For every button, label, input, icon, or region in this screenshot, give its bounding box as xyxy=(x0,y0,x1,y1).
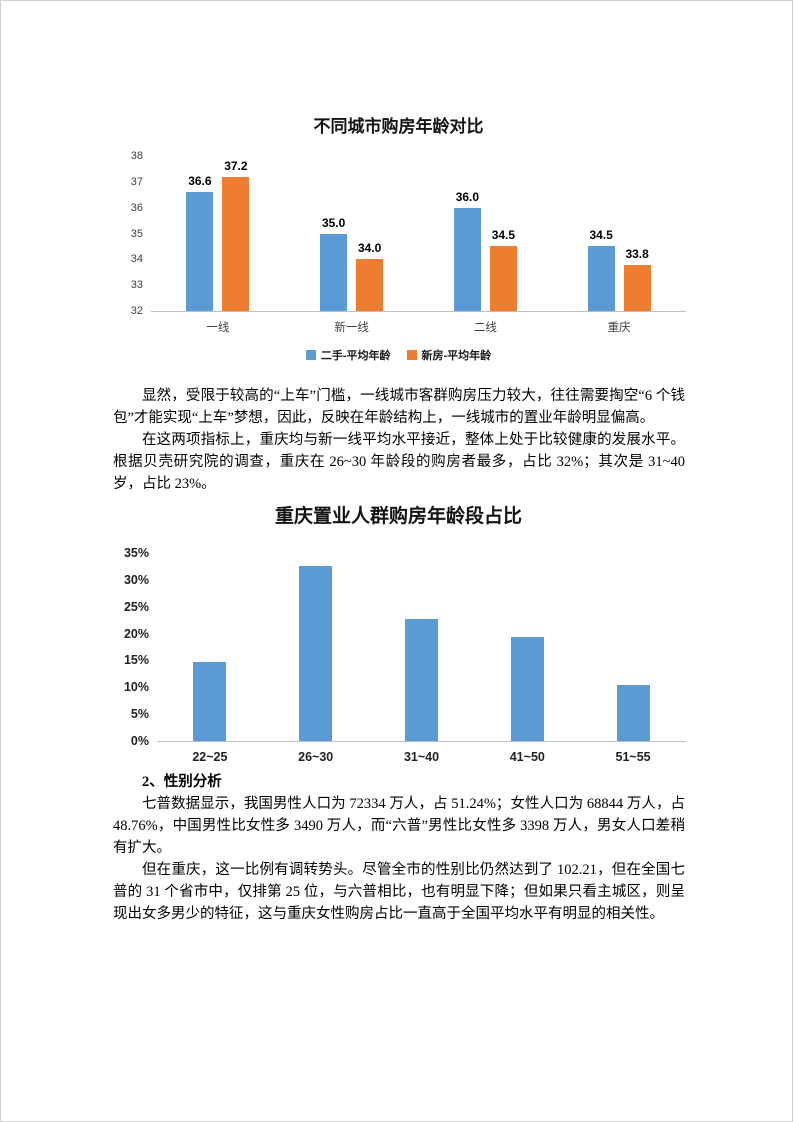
y-axis-tick: 30% xyxy=(123,572,149,587)
y-axis-tick: 35 xyxy=(130,227,143,240)
bar-value-label: 35.0 xyxy=(321,215,346,230)
chart-legend: 二手-平均年龄 新房-平均年龄 xyxy=(111,347,686,363)
x-axis: 一线 新一线 二线 重庆 xyxy=(151,312,686,335)
chart-plot-area: 38 37 36 35 34 33 32 36.6 37.2 35.0 34.0 36.0 34.5 3… xyxy=(111,150,686,317)
bar-新房-平均年龄: 37.2 xyxy=(222,159,250,311)
x-axis-label: 一线 xyxy=(206,322,230,334)
y-axis-tick: 37 xyxy=(130,175,143,188)
bar-二手-平均年龄: 35.0 xyxy=(320,216,348,311)
bar-value-label: 33.8 xyxy=(625,246,649,261)
y-axis-tick: 10% xyxy=(123,680,149,695)
legend-label: 二手-平均年龄 xyxy=(320,350,391,362)
bar-group-31~40 xyxy=(369,554,475,741)
bar-31~40 xyxy=(404,618,438,741)
x-axis-label: 31~40 xyxy=(403,750,440,764)
paragraph-first-tier-pressure: 显然，受限于较高的“上车”门槛，一线城市客群购房压力较大，往往需要掏空“6 个钱… xyxy=(113,388,685,426)
bar-group-22~25 xyxy=(157,554,263,741)
y-axis-tick: 5% xyxy=(130,707,149,722)
bar-value-label: 34.0 xyxy=(357,241,382,256)
x-axis-label: 新一线 xyxy=(334,322,369,334)
section-heading-gender-analysis: 2、性别分析 xyxy=(142,774,222,790)
bar-22~25 xyxy=(193,661,227,741)
plot xyxy=(157,554,686,742)
bar-group-一线: 36.6 37.2 xyxy=(151,157,285,311)
y-axis-tick: 38 xyxy=(130,150,143,162)
y-axis-tick: 32 xyxy=(130,305,143,317)
bar-二手-平均年龄: 36.0 xyxy=(453,190,481,311)
bar-value-label: 34.5 xyxy=(491,228,516,243)
bar-value-label: 36.0 xyxy=(455,189,480,204)
legend-item: 二手-平均年龄 xyxy=(305,347,391,363)
bar-group-新一线: 35.0 34.0 xyxy=(285,157,419,311)
chart-title: 不同城市购房年龄对比 xyxy=(313,117,484,136)
y-axis: 35% 30% 25% 20% 15% 10% 5% 0% xyxy=(111,546,157,748)
plot: 36.6 37.2 35.0 34.0 36.0 34.5 34.5 33.8 xyxy=(151,157,686,312)
x-axis-label: 二线 xyxy=(473,322,497,334)
chart-title: 重庆置业人群购房年龄段占比 xyxy=(274,506,522,527)
y-axis-tick: 0% xyxy=(130,734,149,748)
legend-swatch xyxy=(305,350,316,360)
y-axis-tick: 33 xyxy=(130,279,143,292)
bar-group-26~30 xyxy=(263,554,369,741)
body-text-block-1: 显然，受限于较高的“上车”门槛，一线城市客群购房压力较大，往往需要掏空“6 个钱… xyxy=(113,385,685,495)
bar-group-二线: 36.0 34.5 xyxy=(419,157,553,311)
x-axis-label: 26~30 xyxy=(298,750,334,764)
bar-value-label: 36.6 xyxy=(188,174,212,189)
bar-value-label: 37.2 xyxy=(224,158,248,173)
x-axis-label: 重庆 xyxy=(607,322,631,334)
y-axis-tick: 25% xyxy=(123,599,149,614)
x-axis: 22~25 26~30 31~40 41~50 51~55 xyxy=(157,742,686,764)
x-axis-label: 51~55 xyxy=(615,750,651,764)
y-axis: 38 37 36 35 34 33 32 xyxy=(111,150,151,317)
body-text-block-2: 2、性别分析 七普数据显示，我国男性人口为 72334 万人，占 51.24%；… xyxy=(113,771,685,925)
bar-group-41~50 xyxy=(474,554,580,741)
x-axis-label: 41~50 xyxy=(509,750,545,764)
chart-age-distribution: 重庆置业人群购房年龄段占比 35% 30% 25% 20% 15% 10% 5% 0% 22~… xyxy=(111,504,686,764)
legend-label: 新房-平均年龄 xyxy=(421,350,492,362)
bar-新房-平均年龄: 34.5 xyxy=(489,228,517,311)
y-axis-tick: 34 xyxy=(130,253,143,266)
bar-新房-平均年龄: 34.0 xyxy=(356,241,384,311)
y-axis-tick: 15% xyxy=(123,653,149,668)
legend-item: 新房-平均年龄 xyxy=(406,347,492,363)
bar-26~30 xyxy=(299,566,333,741)
x-axis-label: 22~25 xyxy=(192,750,228,764)
y-axis-tick: 20% xyxy=(123,626,149,641)
bar-value-label: 34.5 xyxy=(589,228,613,243)
paragraph-chongqing-gender-ratio: 但在重庆，这一比例有调转势头。尽管全市的性别比仍然达到了 102.21，但在全国… xyxy=(113,862,685,922)
y-axis-tick: 36 xyxy=(130,201,143,214)
bar-51~55 xyxy=(616,684,650,741)
bar-新房-平均年龄: 33.8 xyxy=(623,247,651,311)
chart-city-age-comparison: 不同城市购房年龄对比 38 37 36 35 34 33 32 36.6 37.2 35.0 34… xyxy=(111,117,686,363)
bar-41~50 xyxy=(510,637,544,741)
bar-group-51~55 xyxy=(580,554,686,741)
bar-group-重庆: 34.5 33.8 xyxy=(552,157,686,311)
paragraph-chongqing-indicator: 在这两项指标上，重庆均与新一线平均水平接近，整体上处于比较健康的发展水平。根据贝… xyxy=(113,432,685,492)
chart-plot-area: 35% 30% 25% 20% 15% 10% 5% 0% xyxy=(111,546,686,748)
y-axis-tick: 35% xyxy=(123,546,149,560)
bar-二手-平均年龄: 36.6 xyxy=(186,174,214,311)
paragraph-census-gender: 七普数据显示，我国男性人口为 72334 万人，占 51.24%；女性人口为 6… xyxy=(113,796,685,856)
bar-二手-平均年龄: 34.5 xyxy=(587,228,615,311)
legend-swatch xyxy=(406,350,417,360)
